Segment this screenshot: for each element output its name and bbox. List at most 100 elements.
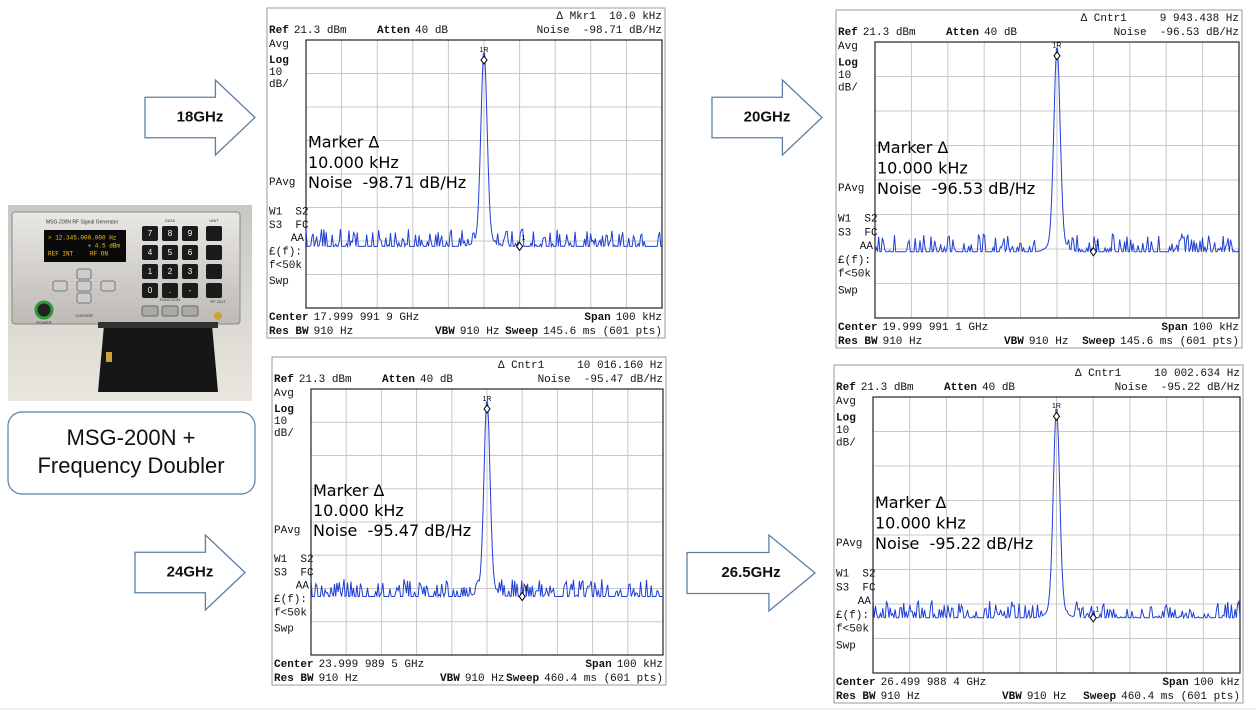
- keypad-key-label: -: [189, 286, 192, 295]
- side-label: f<50k: [269, 260, 302, 272]
- side-label: PAvg: [274, 525, 300, 537]
- rbw: Res BW 910 Hz: [269, 326, 353, 338]
- arrow: [144, 78, 256, 157]
- vbw: VBW 910 Hz: [440, 673, 504, 685]
- grid-frame: [305, 39, 663, 309]
- marker-readout: Marker Δ: [875, 493, 946, 512]
- vbw-label: VBW: [1004, 336, 1024, 348]
- side-label: £(f):: [269, 247, 302, 259]
- keypad-key-label: 4: [148, 248, 153, 257]
- atten: Atten 40 dB: [946, 27, 1017, 39]
- side-label: PAvg: [269, 177, 295, 189]
- side-label: f<50k: [838, 269, 871, 281]
- unit-key: [206, 283, 222, 298]
- side-label: S3 FC: [269, 220, 309, 232]
- ref-label: Ref: [836, 382, 856, 394]
- side-label: dB/: [836, 437, 856, 449]
- ref-label: Ref: [838, 27, 858, 39]
- span-value: 100 kHz: [616, 312, 662, 324]
- span: Span 100 kHz: [1161, 322, 1239, 334]
- center-value: 26.499 988 4 GHz: [881, 677, 987, 689]
- marker-readout: Noise -95.47 dB/Hz: [313, 521, 471, 540]
- keypad-key: [182, 264, 198, 279]
- span: Span 100 kHz: [584, 312, 662, 324]
- caption-line: MSG-200N +: [67, 425, 196, 450]
- arrow-label: 24GHz: [167, 563, 214, 580]
- marker-readout: 10.000 kHz: [308, 153, 399, 172]
- unit-key: [206, 264, 222, 279]
- unit-key: [206, 226, 222, 241]
- panel-label: RF OUT: [211, 299, 226, 304]
- cursor-key: [76, 280, 92, 292]
- vbw-value: 910 Hz: [460, 326, 500, 338]
- atten: Atten 40 dB: [382, 374, 453, 386]
- vbw-label: VBW: [1002, 691, 1022, 703]
- ref: Ref 21.3 dBm: [836, 382, 914, 394]
- side-label: S3 FC: [836, 582, 876, 594]
- grid-frame: [872, 396, 1241, 674]
- keypad-key: [142, 283, 158, 298]
- noise-header: Noise -98.71 dB/Hz: [537, 25, 662, 37]
- keypad-key-label: 0: [148, 286, 153, 295]
- trace: [872, 408, 1241, 620]
- ref: Ref 21.3 dBm: [274, 374, 352, 386]
- ref-label: Ref: [269, 25, 289, 37]
- center-label: Center: [838, 322, 878, 334]
- center-label: Center: [269, 312, 309, 324]
- panel-frame: [833, 364, 1244, 704]
- side-label: f<50k: [274, 607, 307, 619]
- side-label: AA: [296, 581, 310, 593]
- vbw-value: 910 Hz: [465, 673, 505, 685]
- span-value: 100 kHz: [617, 659, 663, 671]
- side-label: 10: [269, 67, 282, 79]
- sweep-label: Sweep: [1082, 336, 1115, 348]
- rbw-value: 910 Hz: [314, 326, 354, 338]
- side-label: f<50k: [836, 624, 869, 636]
- noise-header: Noise -96.53 dB/Hz: [1114, 27, 1239, 39]
- rbw: Res BW 910 Hz: [836, 691, 920, 703]
- center-value: 17.999 991 9 GHz: [314, 312, 420, 324]
- marker-readout: 10.000 kHz: [875, 513, 966, 532]
- grid-frame: [310, 388, 664, 656]
- keypad-key: [162, 226, 178, 241]
- arrow: [686, 533, 817, 613]
- panel-label: POWER: [36, 320, 51, 325]
- span: Span 100 kHz: [1162, 677, 1240, 689]
- marker-header: Δ Mkr1 10.0 kHz: [556, 11, 662, 23]
- vbw-label: VBW: [440, 673, 460, 685]
- marker-header: Δ Cntr1 9 943.438 Hz: [1081, 13, 1239, 25]
- ref: Ref 21.3 dBm: [269, 25, 347, 37]
- sweep: Sweep 460.4 ms (601 pts): [1083, 691, 1240, 703]
- marker-header: Δ Cntr1 10 002.634 Hz: [1075, 368, 1240, 380]
- ref-value: 21.3 dBm: [861, 382, 914, 394]
- keypad-key: [142, 245, 158, 260]
- ref: Ref 21.3 dBm: [838, 27, 916, 39]
- center: Center 19.999 991 1 GHz: [838, 322, 988, 334]
- span-label: Span: [1161, 322, 1187, 334]
- side-label: Avg: [269, 39, 289, 51]
- function-key: [161, 305, 179, 317]
- keypad-key: [142, 264, 158, 279]
- side-label: W1 S2: [836, 569, 876, 581]
- keypad-key-label: 2: [168, 267, 173, 276]
- keypad-key-label: 3: [188, 267, 193, 276]
- marker-readout: 10.000 kHz: [877, 158, 968, 177]
- side-label: Avg: [838, 41, 858, 53]
- side-label: 10: [274, 416, 287, 428]
- side-label: PAvg: [836, 538, 862, 550]
- marker-readout: Noise -98.71 dB/Hz: [308, 173, 466, 192]
- keypad-key-label: 7: [148, 229, 153, 238]
- side-label: Log: [274, 404, 294, 416]
- delta-marker-label: 1: [522, 235, 526, 242]
- rbw-label: Res BW: [274, 673, 314, 685]
- display-text: REF INT: [48, 251, 74, 258]
- side-label: W1 S2: [269, 206, 309, 218]
- sweep-value: 460.4 ms (601 pts): [544, 673, 663, 685]
- arrow-label: 18GHz: [177, 108, 224, 125]
- atten-value: 40 dB: [415, 25, 448, 37]
- vbw: VBW 910 Hz: [1004, 336, 1068, 348]
- side-label: dB/: [838, 82, 858, 94]
- noise-header: Noise -95.22 dB/Hz: [1115, 382, 1240, 394]
- spectrum-panel: 26.5GHz 1R 1 Marker Δ10.000 kHz Noise -95.22…: [686, 364, 1244, 704]
